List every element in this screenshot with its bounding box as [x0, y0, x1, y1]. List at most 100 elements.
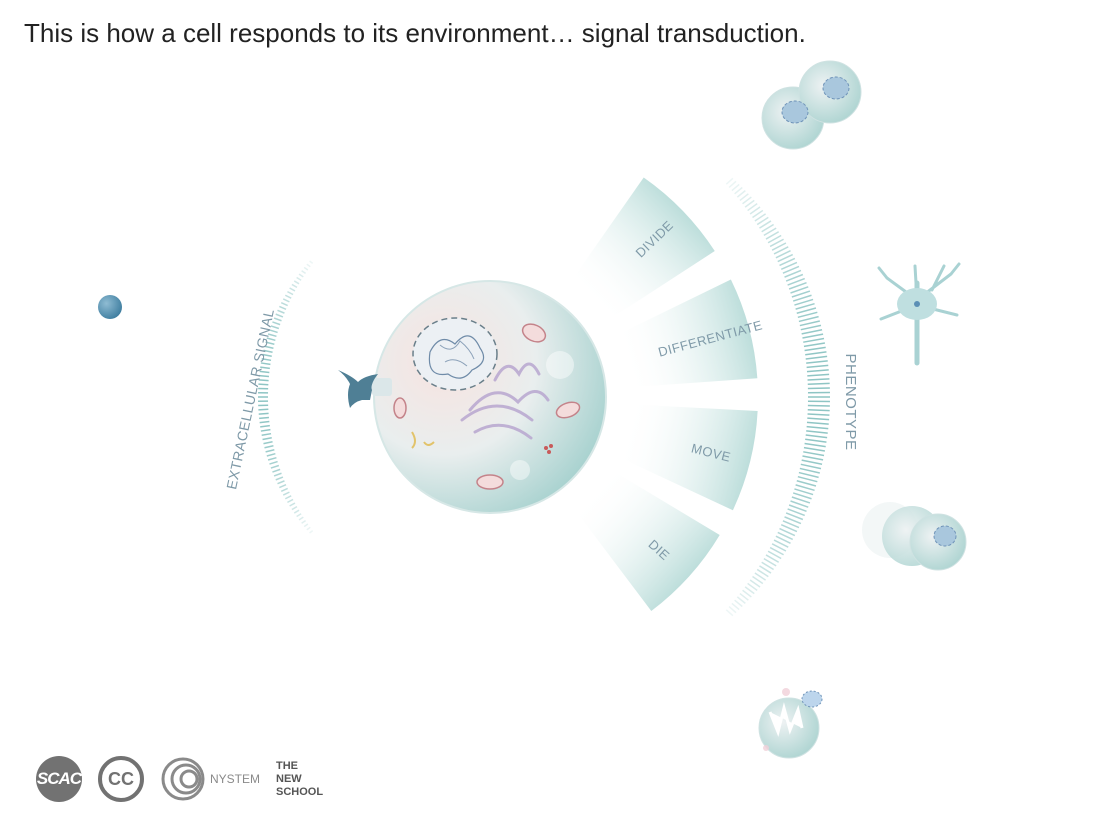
nystem-swirl-icon: [161, 757, 205, 801]
arc-tick: [266, 452, 276, 457]
arc-tick: [287, 290, 294, 296]
arc-tick: [763, 227, 777, 237]
arc-tick: [796, 307, 817, 314]
golgi-apparatus: [460, 362, 550, 440]
arc-tick: [272, 468, 281, 473]
moving-cell-icon: [862, 502, 967, 571]
arc-tick: [797, 311, 818, 319]
arc-tick: [301, 270, 307, 275]
arc-tick: [264, 345, 274, 349]
arc-tick: [734, 186, 743, 195]
arc-tick: [779, 527, 796, 537]
arc-tick: [264, 445, 274, 449]
arc-tick: [279, 305, 287, 311]
organelle-dots: [411, 351, 574, 480]
arc-tick: [756, 216, 769, 226]
nucleus: [412, 317, 498, 391]
arc-tick: [792, 492, 812, 500]
arc-tick: [739, 592, 749, 601]
arc-tick: [306, 526, 311, 531]
new-school-line-2: NEW: [276, 772, 302, 785]
mitochondria: [393, 323, 581, 490]
arc-tick: [742, 589, 752, 598]
arc-tick: [270, 464, 280, 469]
arc-tick: [752, 209, 764, 219]
arc-tick: [782, 520, 800, 529]
arc-tick: [272, 321, 281, 326]
arc-tick: [799, 467, 820, 474]
arc-tick: [269, 460, 278, 465]
arc-tick: [784, 516, 802, 525]
arc-tick: [273, 472, 282, 477]
arc-tick: [806, 421, 829, 425]
wedge-differentiate: DIFFERENTIATE: [615, 279, 764, 388]
arc-tick: [806, 425, 829, 430]
creative-commons-logo: CC: [98, 756, 144, 802]
arc-tick: [788, 281, 807, 290]
arc-tick: [273, 317, 282, 322]
arc-tick: [787, 508, 805, 517]
dying-cell-icon: [758, 688, 823, 759]
arc-tick: [754, 572, 767, 581]
arc-tick: [785, 273, 804, 282]
arc-tick: [263, 441, 273, 445]
arc-tick: [736, 190, 746, 198]
arc-tick: [260, 428, 271, 432]
arc-tick: [279, 483, 287, 489]
arc-tick: [803, 337, 825, 343]
arc-tick: [798, 315, 819, 323]
arc-tick: [258, 379, 269, 382]
arc-tick: [291, 283, 298, 288]
arc-tick: [749, 206, 761, 215]
arc-tick: [805, 438, 827, 443]
arc-tick: [788, 504, 807, 513]
phenotype-tick-arc: [725, 177, 830, 617]
arc-tick: [805, 434, 828, 439]
arc-tick: [797, 475, 818, 483]
arc-tick: [763, 557, 777, 567]
arc-tick: [773, 539, 789, 548]
new-school-logo: THE NEW SCHOOL: [276, 760, 336, 799]
arc-tick: [801, 328, 823, 335]
arc-tick: [769, 238, 784, 248]
scac-logo: SCAC: [36, 756, 82, 802]
arc-tick: [780, 261, 798, 271]
receptor: [338, 370, 392, 408]
arc-tick: [796, 480, 817, 487]
arc-tick: [752, 575, 764, 585]
arc-tick: [761, 561, 774, 571]
arc-tick: [298, 516, 304, 521]
arc-tick: [802, 455, 824, 461]
arc-tick: [767, 234, 782, 244]
nystem-logo: NYSTEM: [160, 756, 260, 802]
arc-tick: [280, 487, 289, 493]
dividing-cell-icon: [761, 60, 862, 150]
arc-tick: [806, 369, 829, 373]
arc-tick: [289, 287, 296, 292]
arc-tick: [736, 596, 746, 604]
arc-tick: [309, 530, 314, 534]
arc-tick: [269, 329, 278, 334]
arc-tick: [267, 333, 277, 338]
new-school-line-1: THE: [276, 759, 299, 772]
arc-tick: [303, 266, 309, 271]
signal-molecule: [98, 295, 122, 319]
arc-tick: [284, 294, 292, 299]
arc-tick: [800, 463, 822, 470]
arc-tick: [259, 370, 270, 374]
arc-tick: [263, 349, 273, 353]
arc-tick: [765, 554, 780, 563]
arc-tick: [807, 387, 830, 390]
arc-tick: [771, 242, 787, 251]
arc-tick: [794, 488, 814, 496]
arc-tick: [807, 404, 830, 407]
page-title: This is how a cell responds to its envir…: [24, 18, 806, 48]
arc-tick: [747, 582, 758, 591]
arc-tick: [798, 471, 819, 479]
arc-tick: [785, 512, 804, 521]
phenotype-label: PHENOTYPE: [842, 353, 859, 450]
arc-tick: [756, 568, 769, 578]
arc-tick: [759, 565, 772, 574]
arc-tick: [262, 436, 272, 441]
